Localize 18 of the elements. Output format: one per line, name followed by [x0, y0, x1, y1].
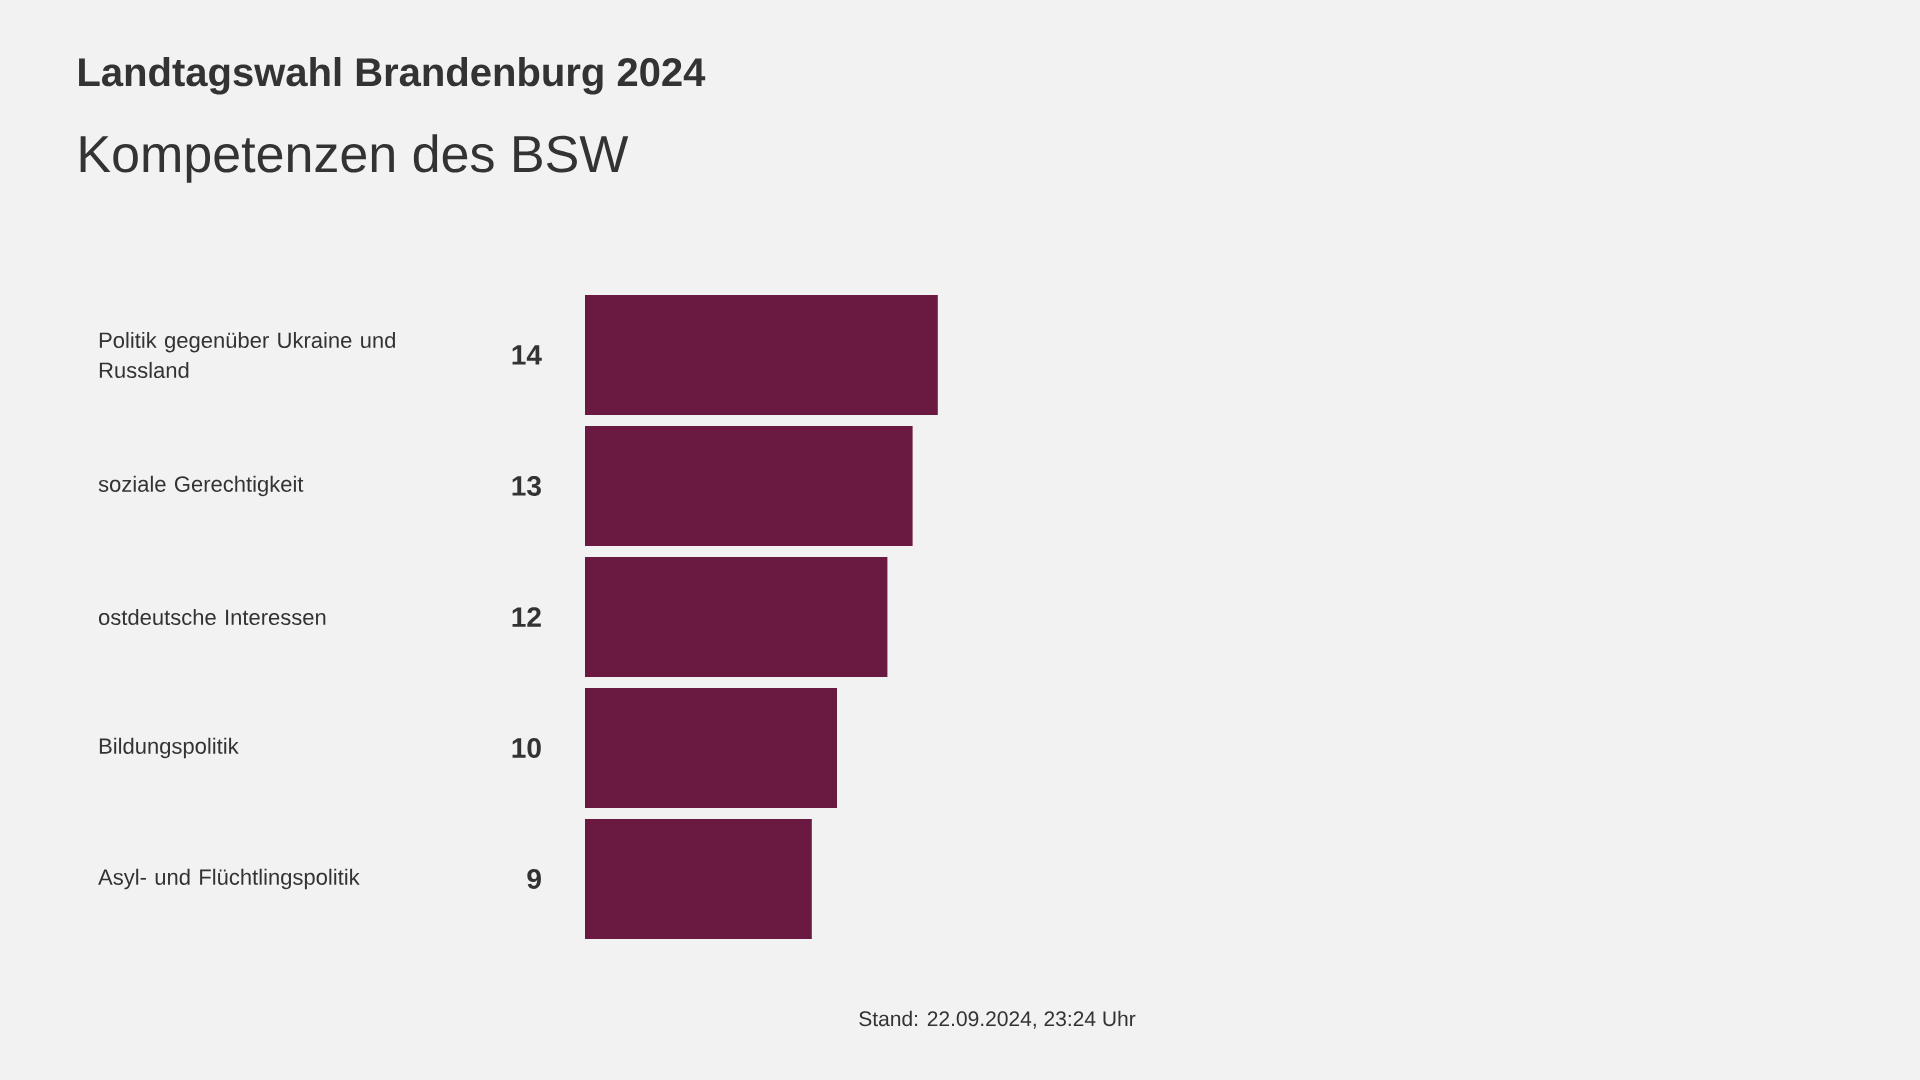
data-label: 10 [512, 738, 541, 758]
data-label: 14 [512, 345, 542, 365]
data-label: 12 [512, 607, 541, 627]
y-tick-label: Politik gegenüber Ukraine und Russland [99, 331, 395, 379]
data-label: 9 [527, 869, 541, 889]
chart-title: Landtagswahl Brandenburg 2024 [79, 57, 706, 95]
text: Stand: 22.09.2024, 23:24 Uhr [859, 1010, 1136, 1029]
bar [585, 294, 938, 415]
y-tick-label: ostdeutsche Interessen [98, 608, 326, 626]
y-tick-label: Bildungspolitik [99, 737, 239, 759]
bar [585, 425, 913, 546]
chart-subtitle: Kompetenzen des BSW [80, 134, 629, 183]
y-tick-label: soziale Gerechtigkeit [98, 475, 304, 497]
bar [585, 687, 838, 808]
bar [585, 818, 812, 939]
bar [585, 556, 888, 677]
y-tick-label: Asyl- und Flüchtlingspolitik [98, 868, 360, 890]
data-label: 13 [512, 476, 541, 496]
